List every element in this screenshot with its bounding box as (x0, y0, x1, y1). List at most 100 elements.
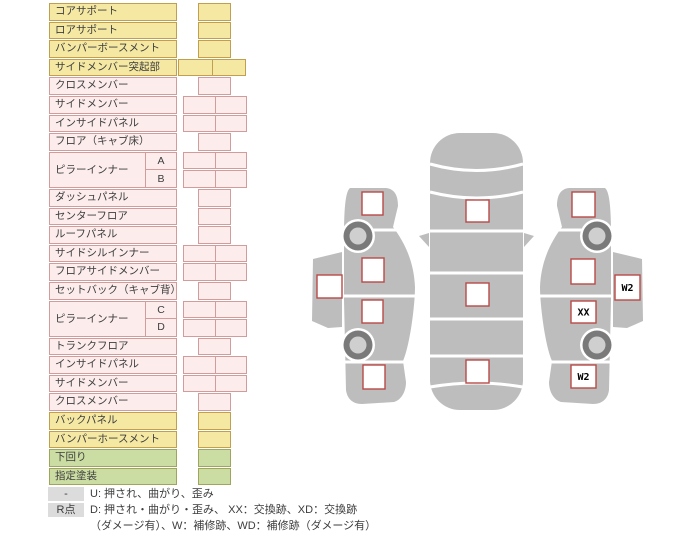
part-label-group: ピラーインナー A B (49, 151, 177, 188)
sub-label-b: B (146, 169, 176, 187)
damage-marker-label: W2 (577, 372, 589, 383)
table-row: バンパーボースメント (49, 40, 247, 58)
value-cell[interactable] (198, 207, 231, 226)
value-cells (198, 188, 231, 207)
value-cell[interactable] (198, 3, 231, 21)
table-row: バンパーホースメント (49, 430, 247, 449)
damage-marker-left-side[interactable] (361, 191, 384, 216)
part-label: クロスメンバー (49, 393, 177, 412)
table-row: インサイドパネル (49, 356, 247, 374)
value-cells (183, 95, 247, 114)
damage-marker-right-side-w2[interactable] (614, 274, 641, 301)
value-cell[interactable] (198, 430, 231, 449)
value-cell[interactable] (183, 300, 216, 319)
damage-marker-right-side-xx[interactable] (570, 300, 597, 324)
value-cells (178, 58, 246, 77)
value-cells (198, 226, 231, 244)
value-cell[interactable] (214, 114, 247, 133)
value-cell[interactable] (214, 151, 247, 170)
part-label: サイドメンバー (49, 374, 177, 393)
value-cell[interactable] (183, 244, 216, 263)
table-row: フロア（キャブ床） (49, 133, 247, 151)
value-cell[interactable] (183, 356, 216, 374)
value-cell[interactable] (198, 40, 231, 58)
value-cell[interactable] (214, 170, 247, 188)
value-cell[interactable] (198, 412, 231, 430)
value-cell[interactable] (183, 151, 216, 170)
damage-marker-top[interactable] (465, 199, 490, 223)
part-label: フロア（キャブ床） (49, 133, 177, 151)
value-cells (198, 412, 231, 430)
value-cell[interactable] (183, 114, 216, 133)
damage-marker-top[interactable] (465, 282, 490, 307)
damage-marker-left-side[interactable] (361, 257, 385, 283)
table-row: トランクフロア (49, 337, 247, 356)
value-cell[interactable] (214, 263, 247, 281)
value-cell[interactable] (183, 170, 216, 188)
value-cell[interactable] (214, 374, 247, 393)
value-cells (183, 244, 247, 263)
legend-text-u: U: 押され、曲がり、歪み (90, 488, 214, 500)
table-row: ロアサポート (49, 21, 247, 40)
value-cell[interactable] (214, 319, 247, 337)
value-cells (198, 467, 231, 486)
value-cell[interactable] (198, 281, 231, 300)
damage-marker-left-side[interactable] (362, 364, 386, 390)
damage-marker-top[interactable] (465, 359, 490, 384)
part-label: ピラーインナー (55, 313, 129, 326)
value-cell[interactable] (214, 95, 247, 114)
value-cells (198, 430, 231, 449)
value-cell[interactable] (198, 467, 231, 486)
value-cell[interactable] (198, 133, 231, 151)
value-cell[interactable] (214, 356, 247, 374)
value-cell[interactable] (214, 244, 247, 263)
sub-label-d: D (146, 318, 176, 336)
damage-marker-right-side[interactable] (570, 258, 596, 285)
legend-badge-rten: R点 (48, 503, 84, 517)
table-row: サイドメンバー突起部 (49, 58, 247, 77)
damage-markers: W2 XX W2 (316, 191, 641, 390)
value-cell[interactable] (198, 77, 231, 95)
damage-marker-right-side-w2[interactable] (570, 364, 597, 389)
value-cell[interactable] (198, 337, 231, 356)
value-cell[interactable] (183, 319, 216, 337)
part-label: ダッシュパネル (49, 188, 177, 207)
value-cell[interactable] (178, 58, 213, 77)
damage-marker-label: XX (577, 308, 589, 319)
value-cell[interactable] (214, 300, 247, 319)
value-cells (198, 393, 231, 412)
table-row: クロスメンバー (49, 393, 247, 412)
value-cells (183, 151, 247, 170)
damage-marker-right-side[interactable] (571, 191, 596, 218)
table-row: 指定塗装 (49, 467, 247, 486)
value-cell[interactable] (183, 95, 216, 114)
car-left-side-view (312, 188, 416, 404)
value-cell[interactable] (183, 263, 216, 281)
left-mirror-icon (419, 233, 429, 247)
value-cell[interactable] (198, 226, 231, 244)
value-cell-rows (177, 300, 247, 337)
value-cells (198, 21, 231, 40)
sub-label-c: C (157, 303, 165, 316)
damage-marker-left-side[interactable] (316, 274, 343, 299)
value-cells (198, 449, 231, 467)
part-label: バンパーボースメント (49, 40, 177, 58)
part-label: インサイドパネル (49, 356, 177, 374)
value-cells (198, 281, 231, 300)
part-label: サイドメンバー突起部 (49, 58, 177, 77)
damage-marker-label: W2 (621, 283, 633, 294)
value-cell[interactable] (198, 393, 231, 412)
value-cells (198, 40, 231, 58)
value-cell[interactable] (198, 188, 231, 207)
part-label: 指定塗装 (49, 467, 177, 486)
value-cell[interactable] (211, 58, 246, 77)
damage-marker-left-side[interactable] (361, 299, 384, 324)
value-cell[interactable] (183, 374, 216, 393)
table-row: 下回り (49, 449, 247, 467)
value-cell[interactable] (198, 21, 231, 40)
part-label: ルーフパネル (49, 226, 177, 244)
value-cell[interactable] (198, 449, 231, 467)
table-row: ピラーインナー A B (49, 151, 247, 188)
value-cells (198, 337, 231, 356)
